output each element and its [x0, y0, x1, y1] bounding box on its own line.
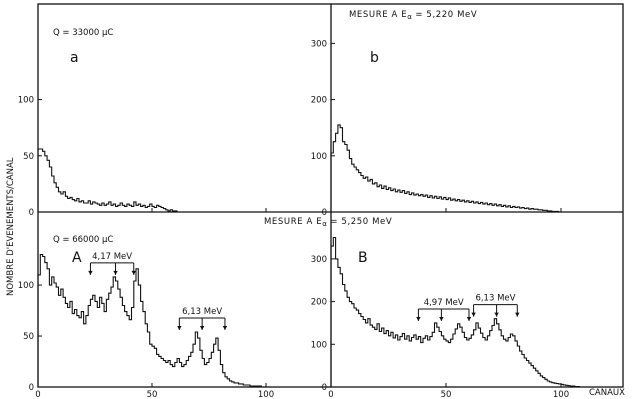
- y-tick-label-b-200: 200: [311, 96, 327, 106]
- y-tick-label-B-100: 100: [311, 340, 327, 350]
- annotation-B-1: 6,13 MeV: [471, 294, 520, 317]
- x-tick-label-A-50: 50: [147, 390, 158, 399]
- y-axis-label: NOMBRE D'EVENEMENTS/CANAL: [6, 157, 16, 296]
- panel-B: B 100 200 300 00 50 100 4,97 MeV 6,13 MeV: [311, 236, 610, 399]
- histogram-series-A: [37, 253, 323, 388]
- histogram-series-b: [330, 124, 589, 213]
- x-tick-label-A-100: 100: [258, 390, 274, 399]
- charge-label-top: Q = 33000 µC: [53, 28, 113, 38]
- x-tick-label-B-0: 0: [328, 390, 333, 399]
- y-tick-label-B-200: 200: [311, 298, 327, 308]
- y-tick-label-A-0: 0: [29, 383, 34, 393]
- y-tick-label-a-50: 50: [23, 152, 34, 162]
- annotation-arrow-head: [113, 270, 118, 275]
- panel-b: b 100 200 300 0: [311, 39, 589, 218]
- y-tick-label-B-0: 0: [322, 383, 327, 393]
- annotation-B-0: 4,97 MeV: [416, 298, 472, 321]
- y-tick-label-A-50: 50: [23, 332, 34, 342]
- annotation-arrow-head: [199, 325, 205, 330]
- annotation-arrow-head: [177, 325, 182, 330]
- panel-label-A: A: [72, 250, 82, 266]
- annotation-label-B-0: 4,97 MeV: [424, 298, 464, 308]
- charge-label-bottom: Q = 66000 µC: [53, 235, 113, 245]
- annotation-label-B-1: 6,13 MeV: [475, 294, 515, 304]
- panel-label-a: a: [70, 50, 79, 66]
- annotation-arrow-head: [515, 312, 520, 317]
- y-tick-label-A-100: 100: [18, 281, 34, 291]
- x-tick-label-B-100: 100: [553, 390, 569, 399]
- annotation-arrow-head: [131, 270, 136, 275]
- y-tick-label-b-300: 300: [311, 39, 327, 49]
- x-tick-label-A-0: 0: [35, 390, 40, 399]
- annotation-arrow-head: [439, 316, 444, 321]
- y-tick-label-a-0: 0: [29, 208, 34, 218]
- x-axis-label: CANAUX: [589, 388, 625, 398]
- y-tick-label-a-100: 100: [18, 96, 34, 106]
- panel-label-b: b: [370, 50, 379, 66]
- annotation-arrow-head: [466, 316, 472, 321]
- y-tick-label-b-0: 0: [322, 208, 327, 218]
- annotation-arrow-head: [494, 312, 499, 317]
- bottom-header: MESURE A Eα = 5,250 MeV: [264, 217, 392, 228]
- annotation-A-0: 4,17 MeV: [88, 252, 136, 275]
- annotation-arrow-head: [222, 325, 228, 330]
- annotation-arrow-head: [471, 312, 476, 317]
- panel-A: A 50 100 00 50 100 4,17 MeV 6,13 MeV: [18, 250, 323, 399]
- histogram-series-a: [37, 148, 323, 213]
- top-header: MESURE A Eα = 5,220 MeV: [349, 10, 477, 21]
- annotation-arrow-head: [416, 316, 421, 321]
- annotation-label-A-1: 6,13 MeV: [182, 307, 222, 317]
- y-tick-label-b-100: 100: [311, 152, 327, 162]
- histogram-series-B: [330, 236, 610, 388]
- x-tick-label-B-50: 50: [441, 390, 452, 399]
- panel-label-B: B: [358, 250, 368, 266]
- annotation-arrow-head: [88, 270, 93, 275]
- panel-a: a 50 100 0: [18, 50, 323, 218]
- annotation-A-1: 6,13 MeV: [177, 307, 228, 330]
- y-tick-label-B-300: 300: [311, 255, 327, 265]
- annotation-label-A-0: 4,17 MeV: [92, 252, 132, 262]
